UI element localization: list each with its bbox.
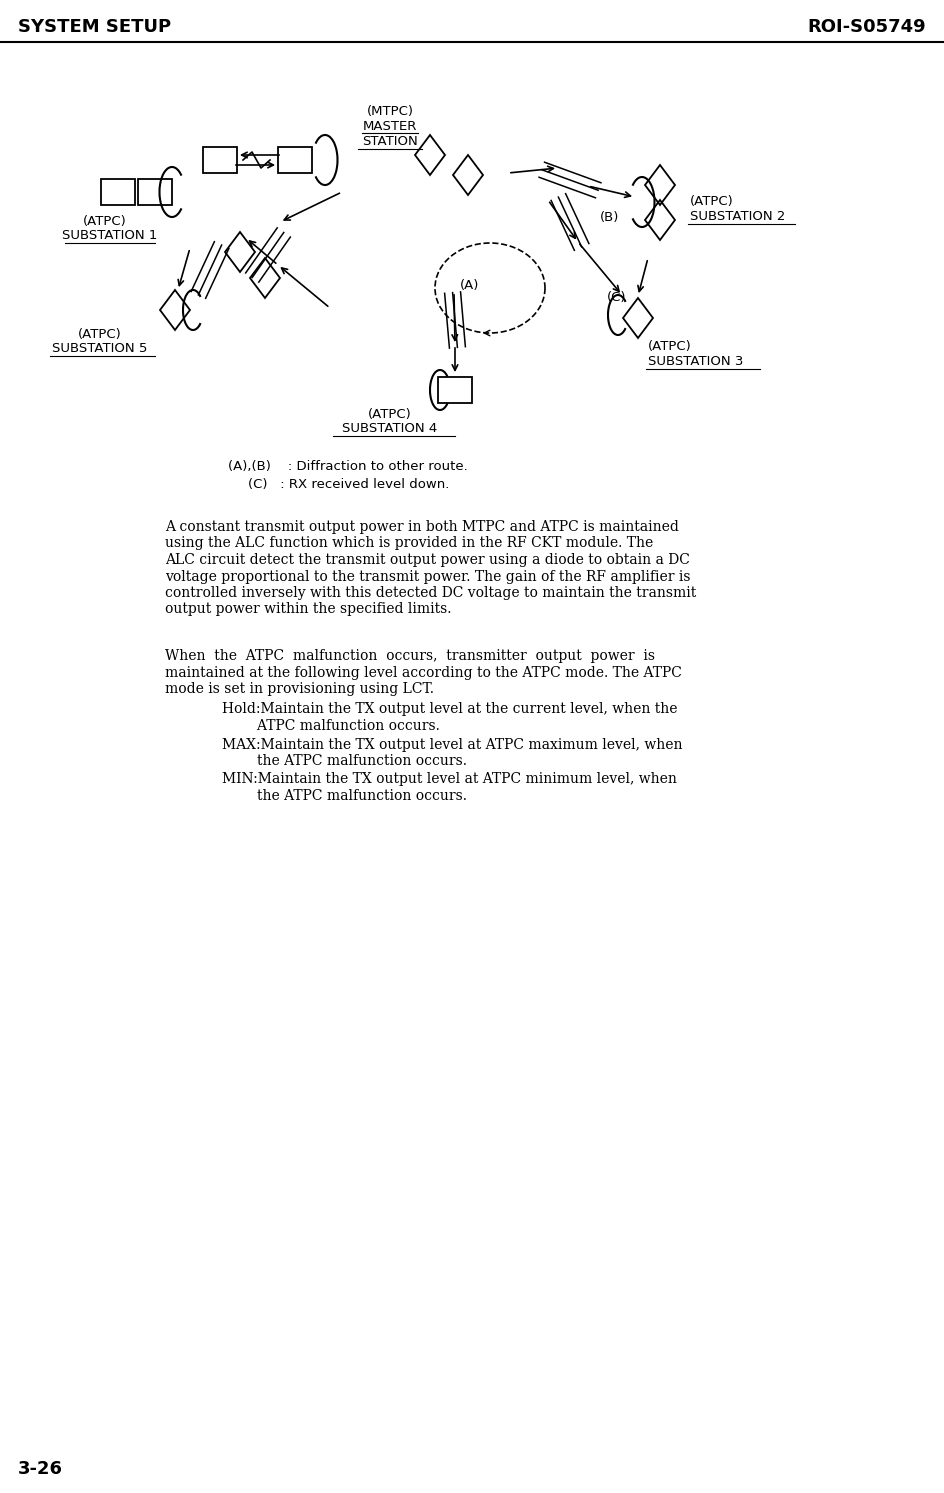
Text: When  the  ATPC  malfunction  occurs,  transmitter  output  power  is: When the ATPC malfunction occurs, transm… [165,649,655,663]
Text: (MTPC): (MTPC) [366,105,413,118]
Bar [278,146,312,173]
Bar [101,179,135,205]
Text: (C)   : RX received level down.: (C) : RX received level down. [248,478,449,491]
Text: voltage proportional to the transmit power. The gain of the RF amplifier is: voltage proportional to the transmit pow… [165,569,690,584]
Text: (A),(B)    : Diffraction to other route.: (A),(B) : Diffraction to other route. [228,460,467,473]
Text: (ATPC): (ATPC) [83,215,126,228]
Text: the ATPC malfunction occurs.: the ATPC malfunction occurs. [222,788,467,803]
Text: SUBSTATION 2: SUBSTATION 2 [690,211,785,222]
Text: ROI-S05749: ROI-S05749 [807,18,926,36]
Text: A constant transmit output power in both MTPC and ATPC is maintained: A constant transmit output power in both… [165,520,679,534]
Text: SUBSTATION 3: SUBSTATION 3 [648,355,743,367]
Text: Hold:Maintain the TX output level at the current level, when the: Hold:Maintain the TX output level at the… [222,703,678,717]
Text: MASTER: MASTER [362,119,417,133]
Text: MIN:Maintain the TX output level at ATPC minimum level, when: MIN:Maintain the TX output level at ATPC… [222,772,677,787]
Bar [138,179,172,205]
Text: using the ALC function which is provided in the RF CKT module. The: using the ALC function which is provided… [165,536,653,551]
Text: (ATPC): (ATPC) [648,340,692,352]
Text: (ATPC): (ATPC) [368,408,412,421]
Text: (ATPC): (ATPC) [690,196,733,208]
Text: SUBSTATION 1: SUBSTATION 1 [62,228,158,242]
Text: SYSTEM SETUP: SYSTEM SETUP [18,18,171,36]
Bar [438,378,472,403]
Text: controlled inversely with this detected DC voltage to maintain the transmit: controlled inversely with this detected … [165,585,697,600]
Bar [203,146,237,173]
Text: (ATPC): (ATPC) [78,328,122,340]
Text: mode is set in provisioning using LCT.: mode is set in provisioning using LCT. [165,682,434,696]
Text: 3-26: 3-26 [18,1460,63,1478]
Text: (A): (A) [461,279,480,291]
Text: SUBSTATION 4: SUBSTATION 4 [343,423,438,434]
Text: output power within the specified limits.: output power within the specified limits… [165,603,451,617]
Text: ATPC malfunction occurs.: ATPC malfunction occurs. [222,720,440,733]
Text: (C): (C) [607,291,627,305]
Text: maintained at the following level according to the ATPC mode. The ATPC: maintained at the following level accord… [165,666,682,679]
Text: SUBSTATION 5: SUBSTATION 5 [52,342,147,355]
Text: MAX:Maintain the TX output level at ATPC maximum level, when: MAX:Maintain the TX output level at ATPC… [222,738,683,751]
Text: ALC circuit detect the transmit output power using a diode to obtain a DC: ALC circuit detect the transmit output p… [165,552,690,567]
Text: (B): (B) [600,212,619,224]
Text: the ATPC malfunction occurs.: the ATPC malfunction occurs. [222,754,467,767]
Text: STATION: STATION [362,134,418,148]
